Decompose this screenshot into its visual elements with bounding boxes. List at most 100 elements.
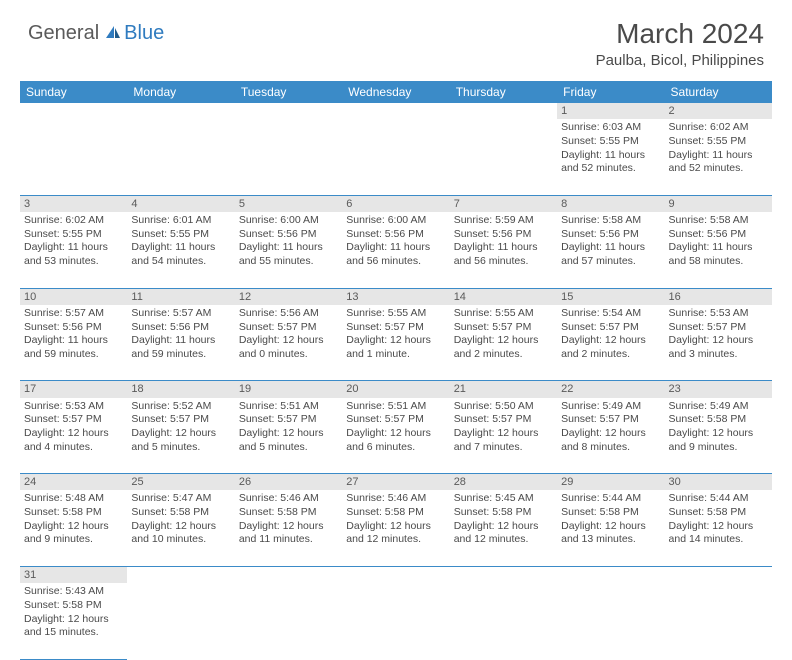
- daylight-text: Daylight: 12 hours and 14 minutes.: [669, 520, 768, 547]
- day-detail-cell: [342, 119, 449, 195]
- day-number-cell: 8: [557, 195, 664, 212]
- day-number-cell: 2: [665, 103, 772, 119]
- sunrise-text: Sunrise: 5:56 AM: [239, 307, 338, 321]
- sunrise-text: Sunrise: 5:45 AM: [454, 492, 553, 506]
- day-number-row: 24252627282930: [20, 474, 772, 491]
- day-number-cell: 4: [127, 195, 234, 212]
- day-detail-cell: [342, 583, 449, 659]
- weekday-header-row: Sunday Monday Tuesday Wednesday Thursday…: [20, 81, 772, 103]
- day-detail-cell: Sunrise: 6:00 AMSunset: 5:56 PMDaylight:…: [342, 212, 449, 288]
- sunset-text: Sunset: 5:58 PM: [239, 506, 338, 520]
- sunset-text: Sunset: 5:57 PM: [239, 321, 338, 335]
- day-detail-cell: Sunrise: 5:47 AMSunset: 5:58 PMDaylight:…: [127, 490, 234, 566]
- sunrise-text: Sunrise: 5:44 AM: [561, 492, 660, 506]
- day-detail-row: Sunrise: 5:48 AMSunset: 5:58 PMDaylight:…: [20, 490, 772, 566]
- logo-text-blue: Blue: [124, 22, 164, 45]
- day-number-row: 31: [20, 566, 772, 583]
- day-number-cell: 3: [20, 195, 127, 212]
- sunset-text: Sunset: 5:58 PM: [24, 599, 123, 613]
- day-detail-cell: Sunrise: 5:55 AMSunset: 5:57 PMDaylight:…: [450, 305, 557, 381]
- day-detail-cell: Sunrise: 5:49 AMSunset: 5:58 PMDaylight:…: [665, 398, 772, 474]
- weekday-header: Saturday: [665, 81, 772, 103]
- sunset-text: Sunset: 5:57 PM: [561, 321, 660, 335]
- day-number-cell: 1: [557, 103, 664, 119]
- daylight-text: Daylight: 12 hours and 10 minutes.: [131, 520, 230, 547]
- day-detail-cell: Sunrise: 5:56 AMSunset: 5:57 PMDaylight:…: [235, 305, 342, 381]
- daylight-text: Daylight: 12 hours and 13 minutes.: [561, 520, 660, 547]
- day-number-cell: [127, 103, 234, 119]
- day-detail-cell: Sunrise: 5:58 AMSunset: 5:56 PMDaylight:…: [665, 212, 772, 288]
- sunset-text: Sunset: 5:58 PM: [669, 506, 768, 520]
- day-number-cell: 17: [20, 381, 127, 398]
- daylight-text: Daylight: 12 hours and 5 minutes.: [131, 427, 230, 454]
- daylight-text: Daylight: 11 hours and 58 minutes.: [669, 241, 768, 268]
- day-detail-cell: Sunrise: 6:03 AMSunset: 5:55 PMDaylight:…: [557, 119, 664, 195]
- sunrise-text: Sunrise: 6:01 AM: [131, 214, 230, 228]
- sunrise-text: Sunrise: 6:00 AM: [346, 214, 445, 228]
- day-number-cell: 18: [127, 381, 234, 398]
- day-detail-cell: Sunrise: 5:44 AMSunset: 5:58 PMDaylight:…: [557, 490, 664, 566]
- daylight-text: Daylight: 12 hours and 4 minutes.: [24, 427, 123, 454]
- day-number-cell: 13: [342, 288, 449, 305]
- daylight-text: Daylight: 11 hours and 59 minutes.: [24, 334, 123, 361]
- day-number-cell: [127, 566, 234, 583]
- day-detail-cell: Sunrise: 5:52 AMSunset: 5:57 PMDaylight:…: [127, 398, 234, 474]
- sunset-text: Sunset: 5:58 PM: [454, 506, 553, 520]
- daylight-text: Daylight: 12 hours and 15 minutes.: [24, 613, 123, 640]
- day-detail-cell: Sunrise: 5:48 AMSunset: 5:58 PMDaylight:…: [20, 490, 127, 566]
- sunrise-text: Sunrise: 5:43 AM: [24, 585, 123, 599]
- day-detail-cell: Sunrise: 6:02 AMSunset: 5:55 PMDaylight:…: [20, 212, 127, 288]
- day-detail-cell: [450, 119, 557, 195]
- location-text: Paulba, Bicol, Philippines: [596, 52, 764, 69]
- logo-sail-icon: [104, 24, 122, 43]
- sunrise-text: Sunrise: 5:46 AM: [239, 492, 338, 506]
- day-number-cell: [235, 566, 342, 583]
- weekday-header: Wednesday: [342, 81, 449, 103]
- day-number-cell: 12: [235, 288, 342, 305]
- weekday-header: Thursday: [450, 81, 557, 103]
- day-detail-cell: Sunrise: 5:50 AMSunset: 5:57 PMDaylight:…: [450, 398, 557, 474]
- day-detail-cell: Sunrise: 5:46 AMSunset: 5:58 PMDaylight:…: [235, 490, 342, 566]
- sunrise-text: Sunrise: 5:49 AM: [669, 400, 768, 414]
- sunset-text: Sunset: 5:56 PM: [454, 228, 553, 242]
- day-number-cell: 20: [342, 381, 449, 398]
- sunset-text: Sunset: 5:56 PM: [24, 321, 123, 335]
- sunset-text: Sunset: 5:55 PM: [561, 135, 660, 149]
- day-number-cell: 28: [450, 474, 557, 491]
- day-number-cell: 14: [450, 288, 557, 305]
- day-number-row: 17181920212223: [20, 381, 772, 398]
- weekday-header: Sunday: [20, 81, 127, 103]
- sunset-text: Sunset: 5:55 PM: [131, 228, 230, 242]
- day-detail-cell: [235, 119, 342, 195]
- sunset-text: Sunset: 5:57 PM: [24, 413, 123, 427]
- sunset-text: Sunset: 5:55 PM: [669, 135, 768, 149]
- day-detail-cell: Sunrise: 6:01 AMSunset: 5:55 PMDaylight:…: [127, 212, 234, 288]
- day-number-cell: 25: [127, 474, 234, 491]
- logo-text-general: General: [28, 22, 99, 45]
- sunrise-text: Sunrise: 5:55 AM: [454, 307, 553, 321]
- day-detail-row: Sunrise: 6:03 AMSunset: 5:55 PMDaylight:…: [20, 119, 772, 195]
- sunrise-text: Sunrise: 5:46 AM: [346, 492, 445, 506]
- sunset-text: Sunset: 5:57 PM: [346, 321, 445, 335]
- day-number-cell: 27: [342, 474, 449, 491]
- day-number-cell: 24: [20, 474, 127, 491]
- day-detail-cell: Sunrise: 5:57 AMSunset: 5:56 PMDaylight:…: [20, 305, 127, 381]
- daylight-text: Daylight: 12 hours and 0 minutes.: [239, 334, 338, 361]
- day-detail-row: Sunrise: 6:02 AMSunset: 5:55 PMDaylight:…: [20, 212, 772, 288]
- day-detail-cell: Sunrise: 6:02 AMSunset: 5:55 PMDaylight:…: [665, 119, 772, 195]
- day-detail-cell: Sunrise: 5:46 AMSunset: 5:58 PMDaylight:…: [342, 490, 449, 566]
- daylight-text: Daylight: 12 hours and 12 minutes.: [346, 520, 445, 547]
- day-number-cell: 15: [557, 288, 664, 305]
- daylight-text: Daylight: 12 hours and 7 minutes.: [454, 427, 553, 454]
- daylight-text: Daylight: 11 hours and 57 minutes.: [561, 241, 660, 268]
- daylight-text: Daylight: 11 hours and 52 minutes.: [561, 149, 660, 176]
- daylight-text: Daylight: 12 hours and 2 minutes.: [561, 334, 660, 361]
- day-detail-cell: Sunrise: 5:53 AMSunset: 5:57 PMDaylight:…: [20, 398, 127, 474]
- day-detail-cell: Sunrise: 5:45 AMSunset: 5:58 PMDaylight:…: [450, 490, 557, 566]
- day-number-cell: [665, 566, 772, 583]
- sunset-text: Sunset: 5:56 PM: [561, 228, 660, 242]
- daylight-text: Daylight: 11 hours and 53 minutes.: [24, 241, 123, 268]
- sunset-text: Sunset: 5:56 PM: [346, 228, 445, 242]
- sunset-text: Sunset: 5:58 PM: [561, 506, 660, 520]
- day-detail-cell: [450, 583, 557, 659]
